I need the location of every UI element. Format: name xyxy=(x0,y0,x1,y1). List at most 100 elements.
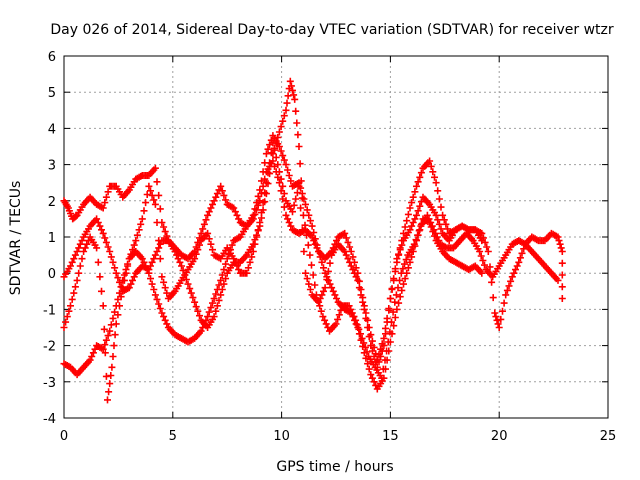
data-point xyxy=(205,208,213,216)
data-point xyxy=(76,262,84,270)
x-tick-label: 25 xyxy=(600,429,617,444)
data-point xyxy=(100,325,108,333)
y-tick-label: 5 xyxy=(48,86,56,101)
data-point xyxy=(153,178,161,186)
data-point xyxy=(101,349,109,357)
data-point xyxy=(406,226,414,234)
data-point xyxy=(373,356,381,364)
x-tick-label: 10 xyxy=(273,429,290,444)
data-point xyxy=(380,334,388,342)
data-point xyxy=(269,150,277,158)
data-point xyxy=(401,260,408,268)
data-point xyxy=(402,256,410,264)
data-point xyxy=(148,191,156,199)
data-point xyxy=(390,275,398,283)
data-point xyxy=(370,343,378,351)
data-point xyxy=(396,293,404,301)
data-point xyxy=(287,222,295,230)
data-point xyxy=(212,290,220,298)
data-point xyxy=(303,275,311,283)
data-point xyxy=(440,216,448,224)
data-point xyxy=(503,286,511,294)
data-point xyxy=(429,168,437,176)
data-point xyxy=(321,316,329,324)
data-point xyxy=(122,269,130,277)
data-point xyxy=(120,276,128,284)
data-point xyxy=(491,309,499,317)
data-point xyxy=(367,371,375,379)
data-point xyxy=(107,253,115,261)
data-point xyxy=(71,251,79,259)
data-point xyxy=(160,223,168,231)
data-point xyxy=(233,262,241,270)
data-point xyxy=(274,133,282,141)
tick-labels: 0 5 10 15 20 25 -4 -3 -2 -1 0 1 2 3 4 5 6 xyxy=(43,50,616,444)
data-point xyxy=(507,277,515,285)
data-point xyxy=(324,276,332,284)
data-point xyxy=(65,307,73,315)
data-point xyxy=(344,238,352,246)
data-point xyxy=(85,237,92,245)
data-point xyxy=(192,243,200,251)
data-point xyxy=(279,152,287,160)
data-point xyxy=(347,262,355,270)
data-point xyxy=(512,266,519,274)
data-point xyxy=(347,309,355,317)
data-point xyxy=(427,162,435,170)
data-point xyxy=(220,280,228,288)
data-point xyxy=(102,193,110,201)
data-point xyxy=(413,211,420,219)
data-point xyxy=(409,219,417,226)
data-point xyxy=(437,203,445,211)
data-point xyxy=(116,302,123,310)
data-point xyxy=(244,264,252,272)
data-point xyxy=(394,284,402,292)
data-point xyxy=(494,320,502,328)
data-point xyxy=(204,211,212,219)
data-point xyxy=(89,349,97,357)
data-point xyxy=(205,235,213,243)
data-point xyxy=(150,255,158,263)
data-point xyxy=(261,189,269,197)
data-point xyxy=(294,131,302,139)
y-tick-label: 6 xyxy=(48,50,56,65)
data-point xyxy=(99,204,107,212)
data-point xyxy=(138,255,146,263)
data-point xyxy=(400,280,407,288)
data-point xyxy=(309,271,317,279)
data-point xyxy=(143,266,151,274)
data-point xyxy=(269,139,277,147)
data-point xyxy=(140,258,148,266)
data-point xyxy=(391,314,399,321)
data-point xyxy=(558,259,566,267)
y-tick-label: -1 xyxy=(43,303,56,318)
data-point xyxy=(151,164,159,172)
data-point xyxy=(106,327,114,335)
data-point xyxy=(284,166,292,174)
data-point xyxy=(205,308,213,316)
data-point xyxy=(382,324,389,332)
data-point xyxy=(439,211,447,219)
data-point xyxy=(151,200,159,208)
data-series xyxy=(60,77,566,404)
data-point xyxy=(212,193,220,201)
data-point xyxy=(249,248,257,255)
data-point xyxy=(155,237,163,245)
data-point xyxy=(380,374,388,382)
data-point xyxy=(329,287,337,295)
data-point xyxy=(272,153,280,161)
data-point xyxy=(104,188,112,196)
data-point xyxy=(98,226,105,234)
data-point xyxy=(306,217,314,225)
data-point xyxy=(140,207,148,215)
data-point xyxy=(262,150,270,158)
data-point xyxy=(510,269,518,277)
x-axis-title: GPS time / hours xyxy=(276,459,393,475)
data-point xyxy=(158,273,166,281)
data-point xyxy=(392,291,400,299)
data-point xyxy=(329,244,337,252)
data-point xyxy=(437,225,445,233)
data-point xyxy=(130,273,138,281)
data-point xyxy=(411,188,419,196)
data-point xyxy=(499,307,506,315)
